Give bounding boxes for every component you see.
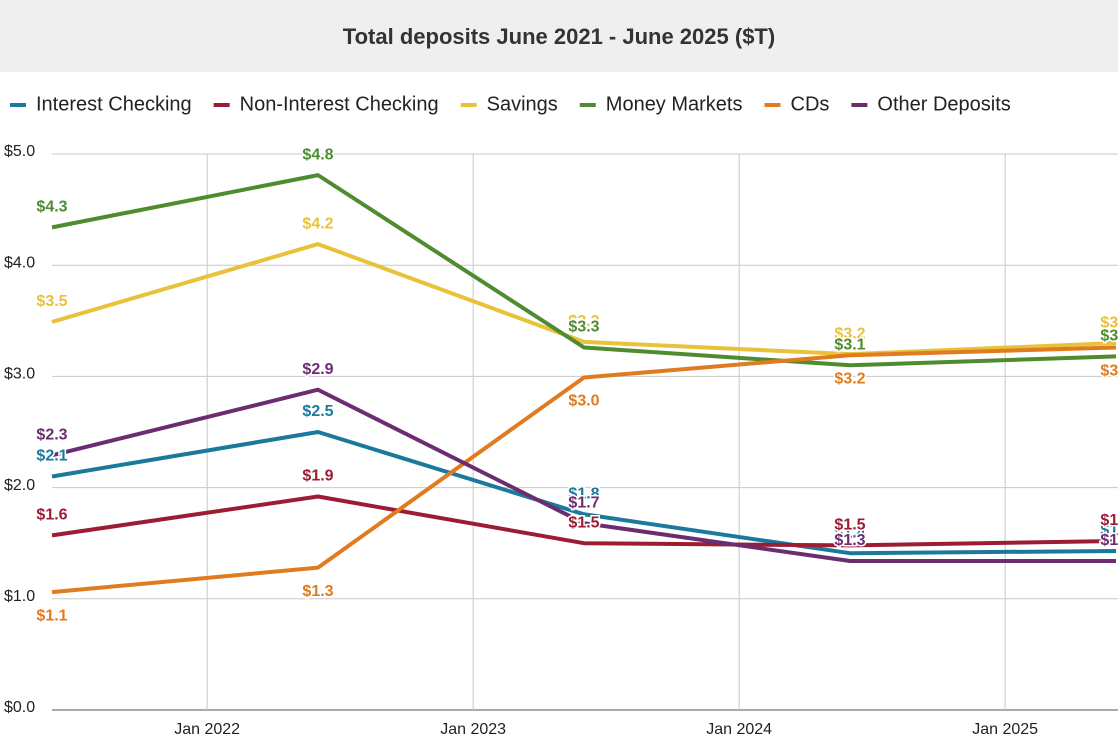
y-tick-label: $1.0 — [4, 588, 35, 605]
data-label: $3.3 — [1100, 363, 1118, 380]
y-tick-label: $3.0 — [4, 366, 35, 383]
data-label: $1.4 — [1100, 522, 1118, 539]
legend-label: Other Deposits — [877, 93, 1010, 115]
data-label: $3.5 — [36, 293, 67, 310]
title-bar — [0, 0, 1118, 72]
data-label: $3.0 — [568, 393, 599, 410]
data-label: $3.3 — [568, 313, 599, 330]
series-line — [51, 387, 1116, 563]
data-label: $1.5 — [568, 514, 599, 531]
y-tick-label: $5.0 — [4, 143, 35, 160]
data-label: $1.3 — [834, 532, 865, 549]
series-line — [51, 430, 1117, 556]
series-line — [51, 494, 1117, 548]
data-label: $1.5 — [1100, 512, 1118, 529]
legend-label: Non-Interest Checking — [240, 93, 439, 115]
data-label: $1.7 — [568, 494, 599, 511]
legend-label: Interest Checking — [36, 93, 192, 115]
y-tick-label: $4.0 — [4, 254, 35, 271]
y-tick-label: $0.0 — [4, 699, 35, 716]
data-label: $1.5 — [834, 517, 865, 534]
legend-label: Savings — [487, 93, 558, 115]
series-line — [51, 173, 1117, 368]
y-tick-label: $2.0 — [4, 477, 35, 494]
data-label: $1.3 — [302, 583, 333, 600]
data-label: $4.3 — [36, 199, 67, 216]
data-label: $1.6 — [36, 507, 67, 524]
data-label: $3.2 — [834, 370, 865, 387]
data-label: $3.3 — [1100, 314, 1118, 331]
data-label: $1.9 — [302, 468, 333, 485]
data-label: $3.2 — [1100, 328, 1118, 345]
legend-label: Money Markets — [606, 93, 743, 115]
x-tick-label: Jan 2024 — [706, 721, 772, 738]
x-tick-label: Jan 2023 — [440, 721, 506, 738]
series-line — [51, 242, 1117, 357]
x-tick-label: Jan 2022 — [174, 721, 240, 738]
x-tick-label: Jan 2025 — [972, 721, 1038, 738]
data-label: $3.2 — [834, 325, 865, 342]
data-label: $4.8 — [302, 146, 333, 163]
data-label: $3.1 — [834, 336, 865, 353]
data-label: $2.1 — [36, 448, 67, 465]
data-label: $2.5 — [302, 403, 333, 420]
data-label: $1.4 — [834, 524, 865, 541]
data-label: $1.3 — [1100, 532, 1118, 549]
data-label: $3.3 — [568, 319, 599, 336]
data-label: $4.2 — [302, 215, 333, 232]
data-label: $2.3 — [36, 427, 67, 444]
series-line — [51, 345, 1117, 595]
data-label: $1.1 — [36, 607, 67, 624]
data-label: $1.8 — [568, 486, 599, 503]
chart-title: Total deposits June 2021 - June 2025 ($T… — [343, 24, 775, 49]
data-label: $2.9 — [302, 361, 333, 378]
legend-label: CDs — [791, 93, 830, 115]
